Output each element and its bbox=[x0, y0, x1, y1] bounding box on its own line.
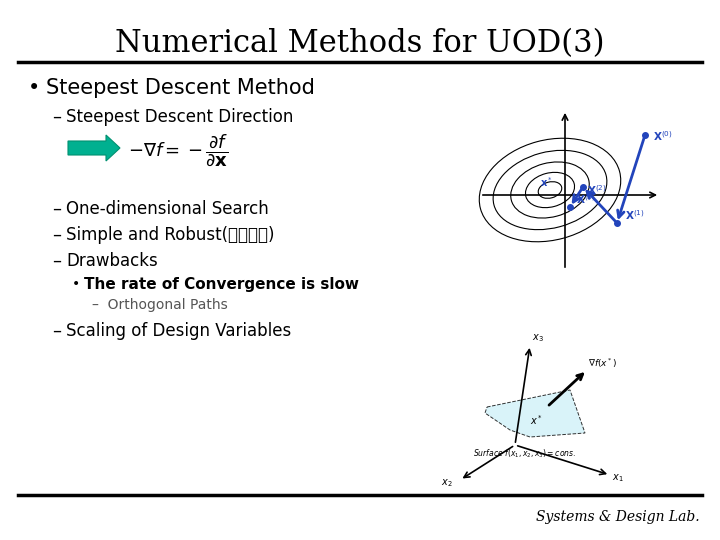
Text: –: – bbox=[52, 322, 61, 340]
Text: Systems & Design Lab.: Systems & Design Lab. bbox=[536, 510, 700, 524]
Text: –: – bbox=[52, 226, 61, 244]
Text: Drawbacks: Drawbacks bbox=[66, 252, 158, 270]
Text: $\mathbf{X}^{(2)}$: $\mathbf{X}^{(2)}$ bbox=[587, 183, 607, 197]
Text: $x_3$: $x_3$ bbox=[532, 332, 544, 344]
Text: Scaling of Design Variables: Scaling of Design Variables bbox=[66, 322, 292, 340]
Text: Steepest Descent Method: Steepest Descent Method bbox=[46, 78, 315, 98]
Text: $x^*$: $x^*$ bbox=[531, 413, 544, 427]
Text: Numerical Methods for UOD(3): Numerical Methods for UOD(3) bbox=[115, 28, 605, 59]
Text: –: – bbox=[52, 252, 61, 270]
Text: •: • bbox=[28, 78, 40, 98]
Text: The rate of Convergence is slow: The rate of Convergence is slow bbox=[84, 277, 359, 292]
Text: $\mathbf{X}^{(1)}$: $\mathbf{X}^{(1)}$ bbox=[625, 208, 644, 222]
Text: $x_2$: $x_2$ bbox=[441, 477, 453, 489]
Text: Simple and Robust(수렴보장): Simple and Robust(수렴보장) bbox=[66, 226, 274, 244]
Text: $\mathbf{X}^{(0)}$: $\mathbf{X}^{(0)}$ bbox=[653, 129, 672, 143]
Polygon shape bbox=[485, 390, 585, 437]
Text: $-\nabla f = -\dfrac{\partial f}{\partial \mathbf{x}}$: $-\nabla f = -\dfrac{\partial f}{\partia… bbox=[128, 132, 228, 168]
Text: $\it{Surface}\ f(x_1,x_2,x_3)=cons.$: $\it{Surface}\ f(x_1,x_2,x_3)=cons.$ bbox=[474, 448, 577, 461]
Text: $\mathbf{X}^{(3)}$: $\mathbf{X}^{(3)}$ bbox=[576, 192, 595, 206]
Polygon shape bbox=[68, 135, 120, 161]
Text: –  Orthogonal Paths: – Orthogonal Paths bbox=[92, 298, 228, 312]
Text: •: • bbox=[72, 277, 80, 291]
Text: Steepest Descent Direction: Steepest Descent Direction bbox=[66, 108, 293, 126]
Text: $x_1$: $x_1$ bbox=[612, 472, 624, 484]
Text: –: – bbox=[52, 200, 61, 218]
Text: One-dimensional Search: One-dimensional Search bbox=[66, 200, 269, 218]
Text: $\nabla f(x^*)$: $\nabla f(x^*)$ bbox=[588, 356, 617, 370]
Text: –: – bbox=[52, 108, 61, 126]
Text: $\mathbf{x}^*$: $\mathbf{x}^*$ bbox=[539, 175, 552, 189]
